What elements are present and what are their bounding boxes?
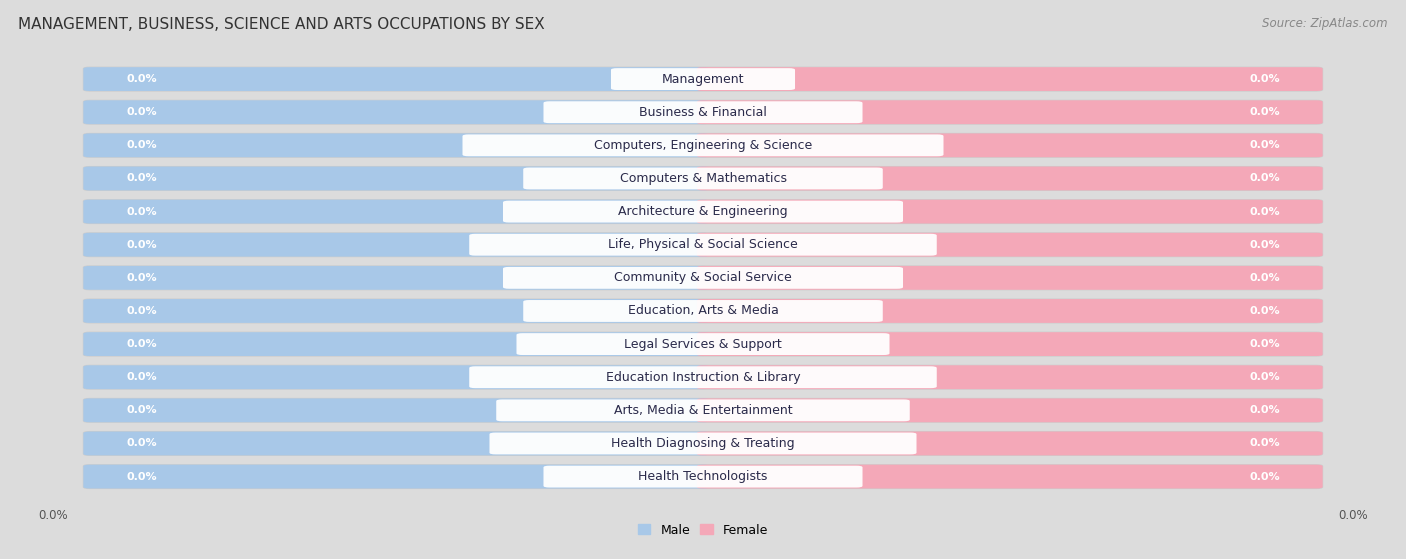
FancyBboxPatch shape [697, 233, 1323, 257]
FancyBboxPatch shape [697, 432, 1323, 456]
FancyBboxPatch shape [83, 134, 1323, 157]
FancyBboxPatch shape [83, 399, 1323, 422]
FancyBboxPatch shape [697, 200, 1323, 224]
Text: 0.0%: 0.0% [1249, 107, 1279, 117]
Text: 0.0%: 0.0% [127, 207, 157, 216]
FancyBboxPatch shape [503, 201, 903, 222]
Text: 0.0%: 0.0% [127, 240, 157, 250]
FancyBboxPatch shape [83, 67, 1323, 91]
FancyBboxPatch shape [489, 433, 917, 454]
FancyBboxPatch shape [83, 200, 709, 224]
Text: 0.0%: 0.0% [127, 107, 157, 117]
Text: 0.0%: 0.0% [1249, 405, 1279, 415]
FancyBboxPatch shape [697, 399, 1323, 422]
Text: Business & Financial: Business & Financial [640, 106, 766, 119]
Text: 0.0%: 0.0% [127, 74, 157, 84]
FancyBboxPatch shape [83, 100, 1323, 124]
FancyBboxPatch shape [697, 167, 1323, 191]
FancyBboxPatch shape [697, 465, 1323, 489]
FancyBboxPatch shape [83, 299, 709, 323]
FancyBboxPatch shape [83, 332, 1323, 356]
Text: Architecture & Engineering: Architecture & Engineering [619, 205, 787, 218]
FancyBboxPatch shape [697, 365, 1323, 389]
Text: 0.0%: 0.0% [1249, 74, 1279, 84]
FancyBboxPatch shape [83, 432, 1323, 456]
FancyBboxPatch shape [697, 67, 1323, 91]
FancyBboxPatch shape [544, 101, 862, 123]
FancyBboxPatch shape [544, 466, 862, 487]
Text: Arts, Media & Entertainment: Arts, Media & Entertainment [613, 404, 793, 417]
Text: Legal Services & Support: Legal Services & Support [624, 338, 782, 350]
Text: Education Instruction & Library: Education Instruction & Library [606, 371, 800, 383]
Text: 0.0%: 0.0% [1249, 140, 1279, 150]
Text: MANAGEMENT, BUSINESS, SCIENCE AND ARTS OCCUPATIONS BY SEX: MANAGEMENT, BUSINESS, SCIENCE AND ARTS O… [18, 17, 546, 32]
Text: Computers & Mathematics: Computers & Mathematics [620, 172, 786, 185]
Text: 0.0%: 0.0% [1249, 173, 1279, 183]
FancyBboxPatch shape [83, 167, 1323, 191]
FancyBboxPatch shape [83, 432, 709, 456]
FancyBboxPatch shape [83, 465, 709, 489]
FancyBboxPatch shape [83, 365, 1323, 389]
FancyBboxPatch shape [83, 332, 709, 356]
FancyBboxPatch shape [503, 267, 903, 289]
Text: Education, Arts & Media: Education, Arts & Media [627, 305, 779, 318]
Text: 0.0%: 0.0% [1249, 438, 1279, 448]
Text: 0.0%: 0.0% [127, 438, 157, 448]
Legend: Male, Female: Male, Female [633, 519, 773, 542]
FancyBboxPatch shape [83, 100, 709, 124]
FancyBboxPatch shape [83, 134, 709, 157]
Text: 0.0%: 0.0% [1249, 306, 1279, 316]
FancyBboxPatch shape [83, 399, 709, 422]
Text: 0.0%: 0.0% [127, 339, 157, 349]
FancyBboxPatch shape [83, 266, 1323, 290]
FancyBboxPatch shape [83, 299, 1323, 323]
Text: 0.0%: 0.0% [1249, 207, 1279, 216]
Text: 0.0%: 0.0% [127, 405, 157, 415]
FancyBboxPatch shape [83, 233, 709, 257]
FancyBboxPatch shape [83, 365, 709, 389]
Text: Community & Social Service: Community & Social Service [614, 271, 792, 285]
Text: 0.0%: 0.0% [1249, 472, 1279, 482]
FancyBboxPatch shape [496, 400, 910, 421]
Text: 0.0%: 0.0% [127, 472, 157, 482]
FancyBboxPatch shape [463, 134, 943, 157]
Text: 0.0%: 0.0% [1249, 372, 1279, 382]
Text: Management: Management [662, 73, 744, 86]
FancyBboxPatch shape [516, 333, 890, 355]
Text: 0.0%: 0.0% [127, 372, 157, 382]
Text: Computers, Engineering & Science: Computers, Engineering & Science [593, 139, 813, 152]
FancyBboxPatch shape [83, 167, 709, 191]
FancyBboxPatch shape [612, 68, 794, 90]
Text: Health Diagnosing & Treating: Health Diagnosing & Treating [612, 437, 794, 450]
FancyBboxPatch shape [470, 234, 936, 255]
Text: Life, Physical & Social Science: Life, Physical & Social Science [609, 238, 797, 251]
Text: 0.0%: 0.0% [1249, 339, 1279, 349]
FancyBboxPatch shape [470, 366, 936, 388]
FancyBboxPatch shape [83, 200, 1323, 224]
FancyBboxPatch shape [83, 233, 1323, 257]
Text: 0.0%: 0.0% [127, 173, 157, 183]
FancyBboxPatch shape [697, 332, 1323, 356]
Text: Health Technologists: Health Technologists [638, 470, 768, 483]
FancyBboxPatch shape [697, 134, 1323, 157]
Text: Source: ZipAtlas.com: Source: ZipAtlas.com [1263, 17, 1388, 30]
Text: 0.0%: 0.0% [127, 140, 157, 150]
Text: 0.0%: 0.0% [127, 273, 157, 283]
FancyBboxPatch shape [697, 100, 1323, 124]
FancyBboxPatch shape [523, 168, 883, 190]
FancyBboxPatch shape [83, 67, 709, 91]
FancyBboxPatch shape [697, 266, 1323, 290]
Text: 0.0%: 0.0% [1249, 240, 1279, 250]
FancyBboxPatch shape [83, 465, 1323, 489]
Text: 0.0%: 0.0% [127, 306, 157, 316]
FancyBboxPatch shape [697, 299, 1323, 323]
FancyBboxPatch shape [523, 300, 883, 322]
Text: 0.0%: 0.0% [1249, 273, 1279, 283]
FancyBboxPatch shape [83, 266, 709, 290]
